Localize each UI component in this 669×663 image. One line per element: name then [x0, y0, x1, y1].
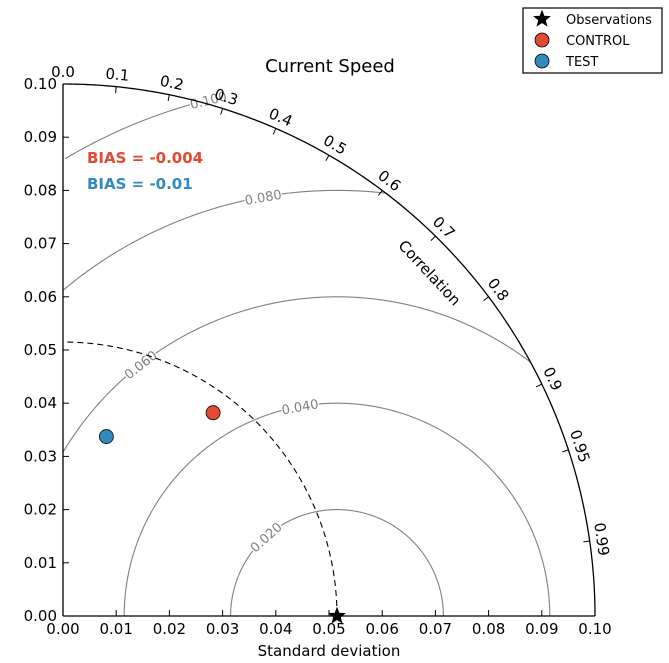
y-tick-label: 0.09	[24, 128, 57, 146]
correlation-tick	[562, 449, 569, 453]
legend-label-test: TEST	[565, 55, 598, 70]
rms-contour	[64, 101, 200, 160]
correlation-tick	[167, 94, 170, 102]
outer-arc	[62, 83, 596, 617]
legend-label-observations: Observations	[566, 13, 652, 28]
correlation-tick-label: 0.6	[374, 166, 404, 195]
rms-contour	[230, 509, 444, 616]
x-tick-label: 0.04	[259, 620, 292, 638]
correlation-arc-label: Correlation	[395, 237, 465, 310]
correlation-tick	[325, 155, 330, 162]
rms-contour-label: 0.080	[244, 188, 283, 209]
x-axis-label: Standard deviation	[258, 642, 401, 660]
x-tick-label: 0.10	[578, 620, 611, 638]
y-tick-label: 0.05	[24, 341, 57, 359]
legend-marker-control	[534, 32, 550, 48]
correlation-tick-label: 0.2	[158, 72, 185, 94]
x-tick-label: 0.07	[419, 620, 452, 638]
correlation-tick	[377, 190, 383, 196]
x-tick-label: 0.08	[472, 620, 505, 638]
correlation-tick-label: 0.1	[105, 65, 131, 85]
correlation-tick-label: 0.5	[320, 131, 350, 159]
rms-label-background	[279, 395, 321, 418]
correlation-tick	[430, 235, 436, 241]
x-tick-label: 0.01	[99, 620, 132, 638]
y-tick-label: 0.10	[24, 75, 57, 93]
rms-contour	[123, 402, 551, 616]
correlation-tick	[272, 128, 277, 135]
y-tick-label: 0.08	[24, 181, 57, 199]
legend-marker-observations	[533, 9, 551, 27]
y-tick-label: 0.03	[24, 447, 57, 465]
correlation-tick-label: 0.99	[590, 521, 613, 557]
correlation-tick	[483, 296, 489, 302]
point-test	[98, 429, 114, 444]
correlation-tick-label: 0.9	[539, 364, 566, 393]
y-tick-label: 0.00	[24, 607, 57, 625]
x-tick-label: 0.06	[365, 620, 398, 638]
y-tick-label: 0.01	[24, 554, 57, 572]
correlation-tick	[115, 86, 117, 94]
x-tick-label: 0.09	[525, 620, 558, 638]
x-tick-label: 0.03	[206, 620, 239, 638]
point-control	[205, 405, 221, 421]
x-tick-label: 0.05	[312, 620, 345, 638]
point-observations	[328, 606, 346, 624]
rms-label-background	[120, 346, 161, 383]
rms-label-background	[242, 185, 284, 209]
legend-marker-test	[534, 53, 550, 69]
y-tick-label: 0.04	[24, 394, 57, 412]
rms-label-background	[246, 518, 286, 556]
y-tick-label: 0.06	[24, 288, 57, 306]
correlation-tick-label: 0.0	[51, 63, 75, 81]
legend-label-control: CONTROL	[566, 34, 630, 49]
correlation-tick	[220, 108, 224, 115]
x-tick-label: 0.00	[46, 620, 79, 638]
rms-contour	[63, 189, 386, 291]
bias-annotation-test: BIAS = -0.01	[87, 175, 193, 193]
correlation-tick-label: 0.95	[566, 427, 594, 464]
reference-std-arc	[62, 341, 338, 617]
y-tick-label: 0.07	[24, 235, 57, 253]
correlation-tick	[535, 383, 543, 388]
rms-contour	[62, 296, 531, 452]
rms-label-background	[187, 87, 229, 113]
x-tick-label: 0.02	[153, 620, 186, 638]
chart-title: Current Speed	[265, 56, 395, 77]
correlation-tick	[583, 540, 590, 543]
y-tick-label: 0.02	[24, 501, 57, 519]
correlation-tick-label: 0.8	[484, 275, 513, 305]
rms-contour-label: 0.040	[281, 397, 320, 418]
bias-annotation-control: BIAS = -0.004	[87, 149, 203, 167]
